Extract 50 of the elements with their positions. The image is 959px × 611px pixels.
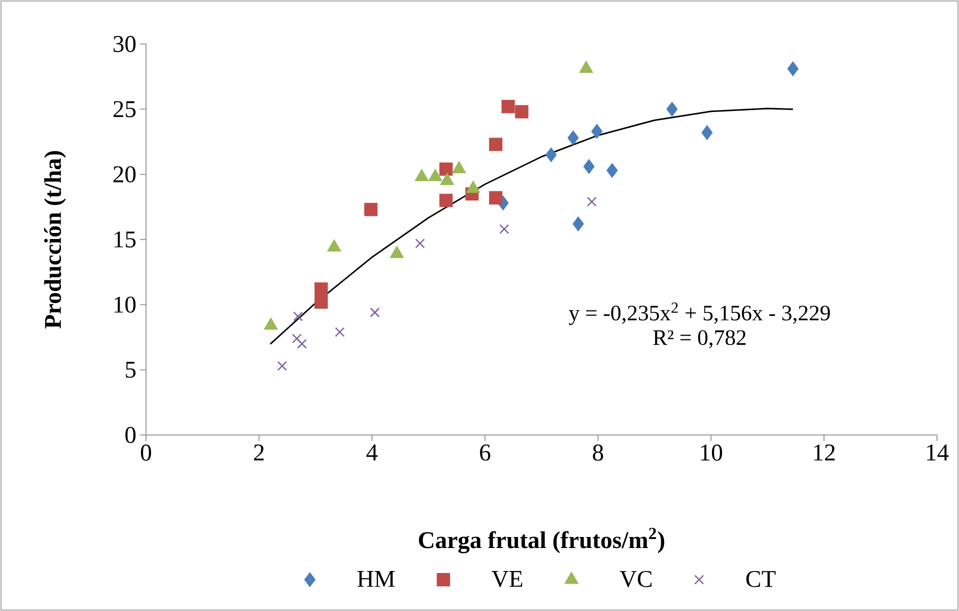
point [568,130,579,145]
point [370,308,380,318]
annotation: R² = 0,782 [653,330,746,348]
legend-label: VC [620,570,652,588]
x-tick-label: 8 [592,444,604,461]
y-tick-label: 25 [114,101,136,118]
point [583,159,594,174]
legend-label: HM [357,571,395,587]
point [314,282,328,296]
y-tick-label: 0 [125,426,136,444]
x-tick-label: 10 [701,444,722,461]
point [591,124,602,138]
point [364,202,378,216]
legend-label: CT [746,570,776,588]
x-tick-label: 6 [480,444,490,461]
point [439,194,453,208]
x-tick-label: 2 [254,444,264,460]
point [292,334,302,344]
point [489,138,502,152]
x-tick-label: 4 [366,444,378,460]
point [334,327,345,337]
y-axis-title: Producción (t/ha) [44,151,66,329]
point [277,361,288,371]
x-tick-label: 14 [927,444,949,460]
y-tick-label: 5 [126,362,136,378]
legend-label: VE [492,571,522,588]
point [515,105,528,118]
point [572,216,584,232]
point [293,312,303,322]
point [787,62,798,76]
y-tick-label: 30 [114,36,136,52]
x-tick-label: 0 [140,444,152,461]
point [666,102,678,116]
point [439,162,453,176]
annotation: y = -0,235x$^{2}$ + 5,156x - 3,229 [568,302,830,326]
point [702,125,713,140]
point [586,196,597,207]
x-tick-label: 12 [814,444,835,460]
point [502,100,515,114]
point [499,224,510,234]
y-tick-label: 10 [114,296,136,313]
point [489,191,502,204]
point [546,148,557,162]
y-tick-label: 15 [114,231,136,248]
point [606,163,618,178]
y-tick-label: 20 [114,166,136,182]
x-axis-title: Carga frutal (frutos/m$^{2}$) [418,528,664,554]
point [415,238,425,248]
point [297,338,307,349]
point [314,295,328,309]
